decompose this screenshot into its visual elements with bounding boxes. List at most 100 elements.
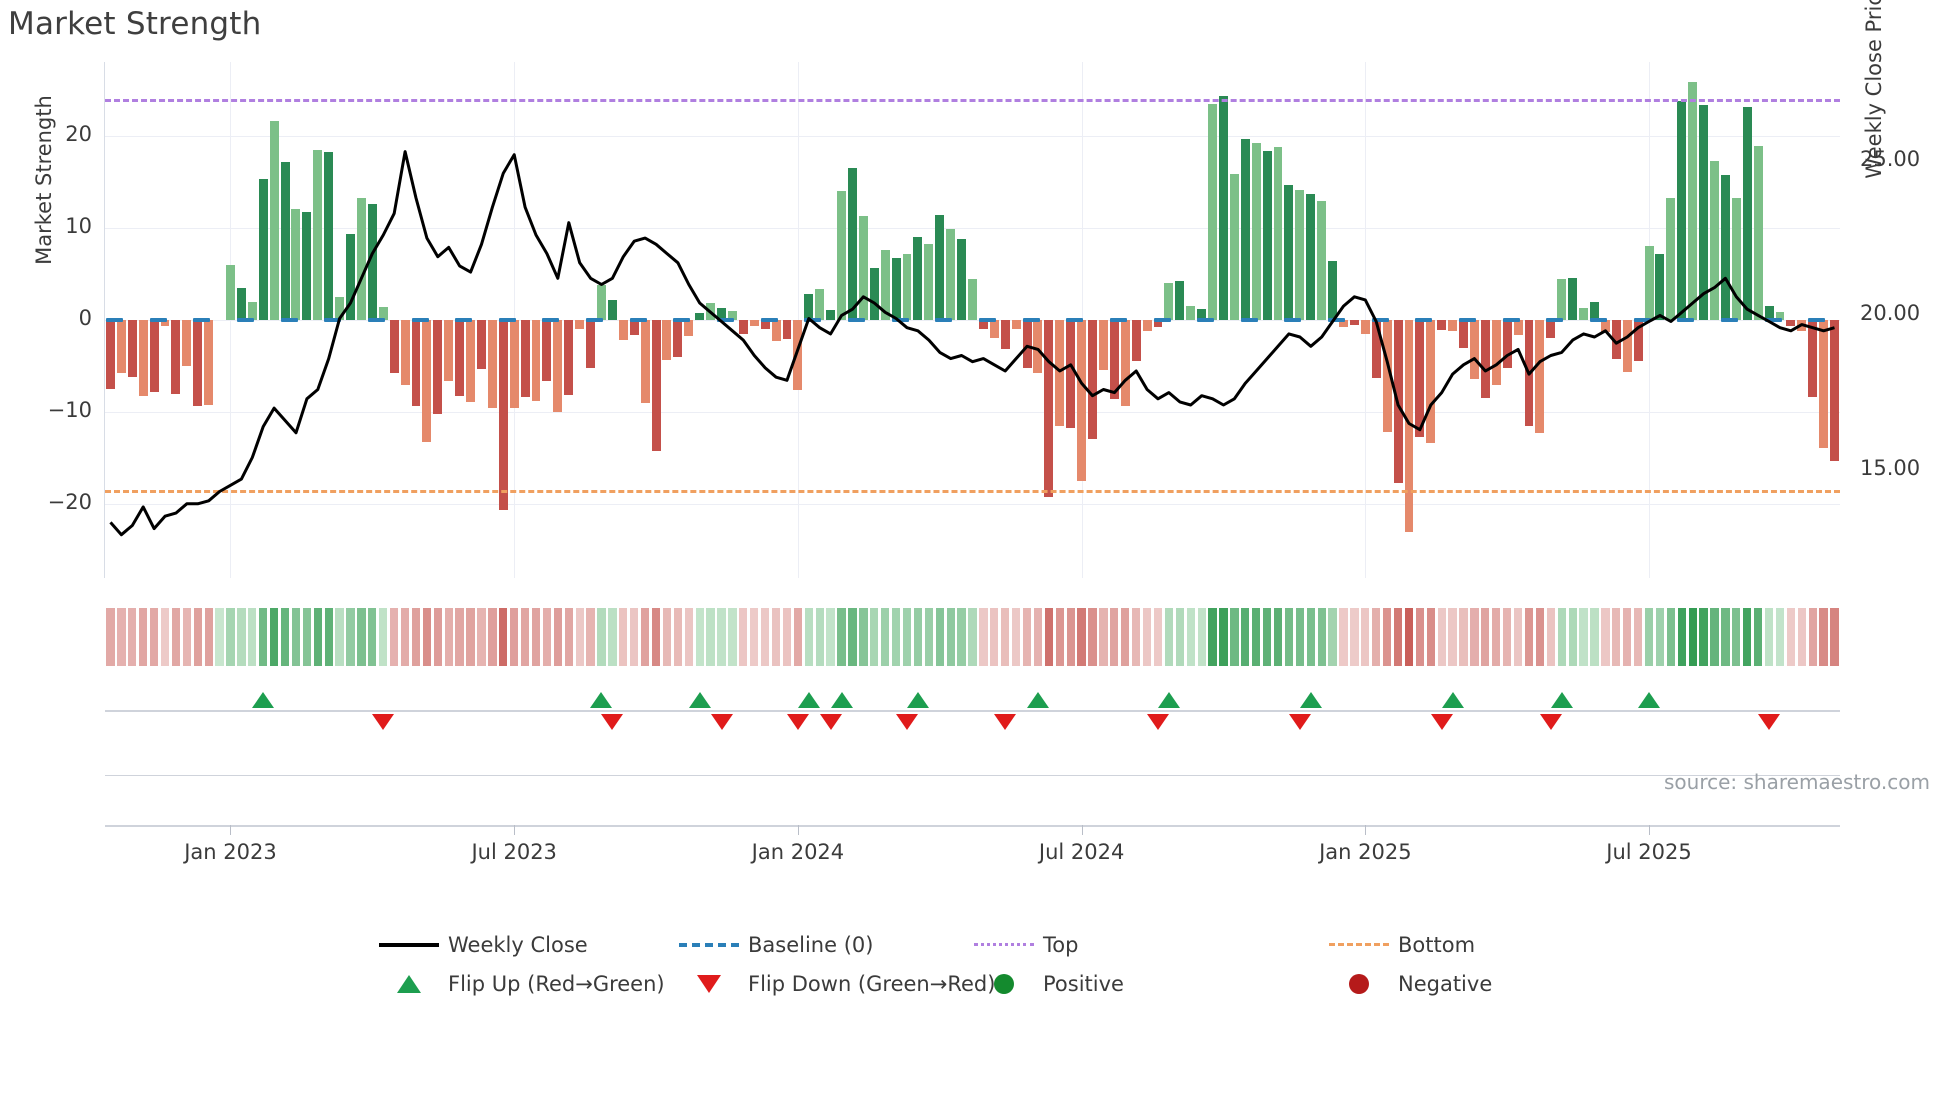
legend-item-flip-up[interactable]: Flip Up (Red→Green)	[370, 964, 670, 1003]
legend-item-positive[interactable]: Positive	[965, 964, 1320, 1003]
baseline-segment	[236, 318, 254, 322]
heatmap-cell	[695, 608, 704, 666]
strength-bar	[302, 212, 312, 320]
heatmap-cell	[1066, 608, 1075, 666]
flip-up-marker	[1441, 692, 1464, 708]
heatmap-cell	[499, 608, 508, 666]
y-axis-line	[104, 62, 105, 578]
strength-bar	[335, 296, 345, 320]
strength-bar	[520, 320, 530, 398]
legend-item-bottom[interactable]: Bottom	[1320, 925, 1475, 964]
gridline	[105, 135, 1840, 137]
strength-bar	[1339, 320, 1348, 328]
heatmap-cell	[1426, 608, 1435, 666]
strength-bar	[1535, 320, 1545, 434]
x-axis-tick-mark	[230, 825, 232, 835]
heatmap-cell	[706, 608, 715, 666]
strength-bar	[531, 320, 541, 402]
flip-up-marker	[688, 692, 711, 708]
strength-bar	[127, 320, 137, 378]
heatmap-cell	[1022, 608, 1032, 666]
heatmap-cell	[1012, 608, 1021, 666]
strength-bar	[989, 320, 999, 339]
heatmap-cell	[1415, 608, 1425, 666]
baseline-segment	[935, 318, 953, 322]
heatmap-cell	[379, 608, 388, 666]
heatmap-cell	[684, 608, 693, 666]
heatmap-cell	[1655, 608, 1665, 666]
strength-bar	[1720, 175, 1730, 320]
strength-bar	[1699, 105, 1709, 320]
heatmap-cell	[739, 608, 748, 666]
legend-item-flip-down[interactable]: Flip Down (Green→Red)	[670, 964, 995, 1003]
strength-bar	[444, 320, 454, 381]
heatmap-cell	[368, 608, 377, 666]
legend-item-baseline[interactable]: Baseline (0)	[670, 925, 965, 964]
flip-up-marker	[1299, 692, 1322, 708]
y-axis-right-label: Weekly Close Price	[1862, 0, 1886, 179]
strength-bar	[1044, 320, 1054, 497]
strength-bar	[1786, 320, 1796, 326]
legend-item-top[interactable]: Top	[965, 925, 1320, 964]
heatmap-cell	[815, 608, 824, 666]
y-axis-left-label: Market Strength	[32, 95, 56, 265]
x-axis-tick-label: Jan 2024	[751, 840, 845, 864]
strength-bar	[1644, 246, 1654, 320]
bottom-reference-line	[105, 490, 1840, 494]
heatmap-cell	[1579, 608, 1588, 666]
strength-bar	[629, 320, 639, 335]
baseline-segment	[673, 318, 691, 322]
heatmap-cell	[1241, 608, 1250, 666]
strength-bar	[1655, 253, 1665, 320]
y-axis-left-tick-label: 0	[78, 306, 92, 330]
strength-bar	[378, 307, 388, 320]
strength-bar	[400, 320, 410, 385]
flip-markers-panel	[105, 680, 1840, 740]
heatmap-cell	[291, 608, 301, 666]
strength-bar	[684, 320, 694, 336]
flip-up-marker	[252, 692, 275, 708]
heatmap-cell	[477, 608, 486, 666]
panel-divider	[105, 775, 1840, 776]
flip-axis-line	[105, 710, 1840, 712]
strength-bar	[1546, 320, 1556, 339]
heatmap-cell	[1754, 608, 1763, 666]
x-axis-tick-label: Jul 2024	[1038, 840, 1125, 864]
y-axis-left-tick-label: 20	[65, 121, 92, 146]
strength-bar	[1317, 201, 1327, 320]
strength-bar	[1022, 320, 1032, 368]
flip-up-marker	[797, 692, 820, 708]
top-reference-line	[105, 98, 1840, 102]
heatmap-cell	[728, 608, 737, 666]
heatmap-cell	[248, 608, 257, 666]
heatmap-cell	[1110, 608, 1119, 666]
heatmap-cell	[793, 608, 803, 666]
strength-bar	[1819, 320, 1829, 449]
baseline-segment	[149, 318, 167, 322]
flip-down-marker	[601, 714, 624, 730]
flip-down-marker	[1147, 714, 1169, 730]
heatmap-cell	[968, 608, 977, 666]
heatmap-cell	[1513, 608, 1523, 666]
baseline-segment	[1066, 318, 1084, 322]
strength-bar	[258, 179, 268, 320]
strength-bar	[1306, 193, 1316, 320]
heatmap-cell	[182, 608, 191, 666]
heatmap-cell	[1492, 608, 1501, 666]
strength-bar	[193, 320, 203, 406]
strength-bar	[1000, 320, 1010, 350]
strength-bar	[455, 320, 465, 396]
strength-bar	[880, 249, 890, 320]
heatmap-cell	[302, 608, 311, 666]
strength-bar	[1677, 100, 1687, 320]
legend-item-weekly-close[interactable]: Weekly Close	[370, 925, 670, 964]
heatmap-cell	[1273, 608, 1283, 666]
legend-item-negative[interactable]: Negative	[1320, 964, 1492, 1003]
heatmap-cell	[870, 608, 879, 666]
heatmap-cell	[1699, 608, 1708, 666]
strength-bar	[487, 320, 497, 409]
strength-bar	[946, 228, 956, 320]
heatmap-cell	[586, 608, 595, 666]
strength-bar	[269, 120, 279, 320]
baseline-segment	[1197, 318, 1215, 322]
